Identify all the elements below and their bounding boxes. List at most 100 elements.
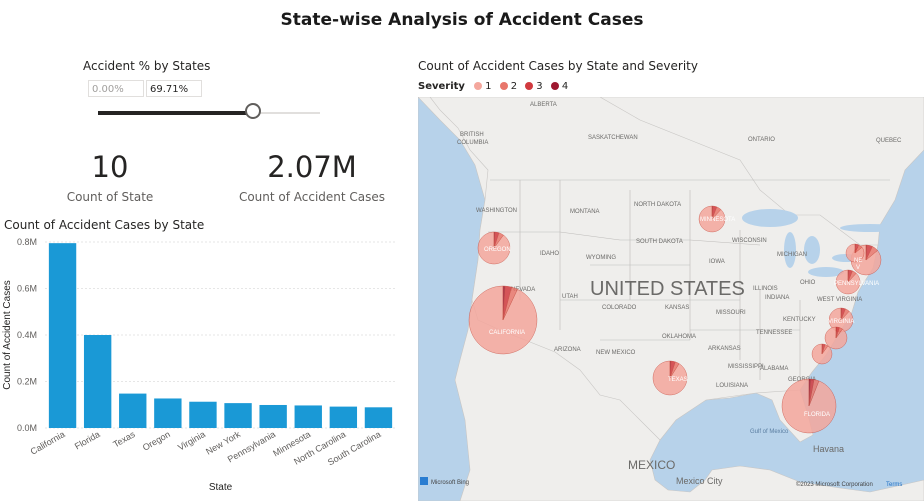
pie-virginia[interactable]	[828, 307, 854, 333]
pie-slice-sev4[interactable]	[835, 326, 837, 339]
pie-slice-sev4[interactable]	[711, 205, 714, 220]
pie-slice-sev4[interactable]	[669, 360, 672, 379]
map-terms-link[interactable]: Terms	[886, 482, 902, 488]
legend-label-2: 2	[510, 81, 518, 92]
map-label-indiana: INDIANA	[765, 295, 789, 301]
bar[interactable]	[48, 243, 77, 428]
map-label-alberta: ALBERTA	[530, 102, 557, 108]
x-tick-label: Florida	[73, 429, 102, 451]
pie-california[interactable]	[468, 285, 538, 355]
map-label-kentucky: KENTUCKY	[783, 317, 816, 323]
map-label-gulf: Gulf of Mexico	[750, 429, 789, 435]
map-label-illinois: ILLINOIS	[753, 286, 778, 292]
bubble-label-ne-1: NE	[854, 258, 862, 264]
legend-dot-2	[499, 82, 508, 90]
y-tick-label: 0.0M	[17, 423, 37, 433]
bar[interactable]	[83, 335, 112, 428]
map-label-arizona: ARIZONA	[554, 347, 581, 353]
map-label-ohio: OHIO	[800, 280, 816, 286]
x-tick-label: California	[29, 429, 67, 457]
pie-minnesota[interactable]	[698, 205, 726, 233]
pie-slice-sev4[interactable]	[865, 244, 868, 261]
map-label-tennessee: TENNESSEE	[756, 330, 792, 336]
bar-chart-title: Count of Accident Cases by State	[4, 218, 205, 232]
pie-pennsylvania[interactable]	[835, 269, 861, 295]
y-tick-label: 0.4M	[17, 330, 37, 340]
bar[interactable]	[154, 398, 182, 428]
map-label-west-virginia: WEST VIRGINIA	[817, 297, 862, 303]
legend-item-3[interactable]: 3	[525, 81, 543, 92]
bubble-label-florida: FLORIDA	[804, 412, 830, 418]
pie-slice-sev4[interactable]	[854, 243, 856, 254]
pie-slice-sev4[interactable]	[821, 343, 823, 355]
map-visual[interactable]: ALBERTA BRITISH COLUMBIA SASKATCHEWAN ON…	[418, 97, 924, 501]
report-title: State-wise Analysis of Accident Cases	[280, 10, 644, 30]
bubble-label-virginia: VIRGINIA	[828, 319, 854, 325]
map-label-alabama: ALABAMA	[760, 366, 788, 372]
pie-texas[interactable]	[652, 360, 688, 396]
legend-item-4[interactable]: 4	[550, 81, 569, 92]
pie-layer	[468, 205, 882, 434]
legend-dot-4	[550, 82, 559, 90]
slicer-min-input[interactable]: 0.00%	[88, 80, 144, 97]
x-axis-title: State	[209, 482, 233, 493]
map-canvas[interactable]: ALBERTA BRITISH COLUMBIA SASKATCHEWAN ON…	[418, 97, 924, 501]
x-tick-label: Virginia	[176, 429, 207, 453]
map-label-united-states: UNITED STATES	[590, 278, 745, 300]
pie-south-carolina[interactable]	[811, 343, 833, 365]
map-label-bc-2: COLUMBIA	[457, 140, 488, 146]
kpi-accident-count-value: 2.07M	[267, 150, 357, 184]
legend-dot-3	[525, 82, 534, 90]
legend-label-1: 1	[485, 81, 492, 92]
pie-slice-sev4[interactable]	[502, 285, 506, 321]
bar[interactable]	[119, 393, 147, 428]
legend-item-1[interactable]: 1	[474, 81, 492, 92]
slicer-title: Accident % by States	[83, 59, 211, 73]
map-label-mexico-city: Mexico City	[676, 476, 723, 486]
slicer-max-input[interactable]: 69.71%	[146, 80, 202, 97]
y-axis-title: Count of Accident Cases	[2, 280, 13, 390]
y-tick-label: 0.6M	[17, 284, 37, 294]
pie-slice-sev4[interactable]	[840, 307, 842, 321]
bar[interactable]	[329, 406, 358, 428]
map-label-idaho: IDAHO	[540, 251, 559, 257]
bubble-label-texas: TEXAS	[668, 377, 688, 383]
legend-dot-1	[474, 82, 483, 90]
y-tick-label: 0.8M	[17, 237, 37, 247]
map-label-havana: Havana	[813, 444, 844, 454]
map-label-wisconsin: WISCONSIN	[732, 238, 767, 244]
pie-north-carolina[interactable]	[824, 326, 848, 350]
map-label-bc-1: BRITISH	[460, 132, 484, 138]
legend-item-2[interactable]: 2	[499, 81, 518, 92]
bar[interactable]	[224, 403, 252, 428]
map-label-oklahoma: OKLAHOMA	[662, 334, 696, 340]
pie-slice-sev4[interactable]	[847, 269, 849, 283]
bar[interactable]	[364, 407, 393, 428]
x-tick-label: Texas	[111, 429, 137, 450]
kpi-accident-count-label: Count of Accident Cases	[238, 190, 386, 204]
kpi-state-count-label: Count of State	[66, 190, 154, 204]
bubble-label-california: CALIFORNIA	[489, 330, 525, 336]
bubble-label-ne-2: V	[856, 265, 860, 271]
x-tick-label: Oregon	[141, 429, 172, 453]
bing-label: Microsoft Bing	[431, 480, 469, 486]
map-label-saskatchewan: SASKATCHEWAN	[588, 135, 638, 141]
slider-handle[interactable]	[245, 103, 262, 119]
bar[interactable]	[189, 401, 217, 428]
bar[interactable]	[259, 404, 287, 428]
pie-oregon[interactable]	[477, 231, 511, 265]
bubble-label-pennsylvania: PENNSYLVANIA	[834, 281, 879, 287]
y-tick-label: 0.2M	[17, 377, 37, 387]
pie-new-york[interactable]	[845, 243, 865, 263]
map-label-montana: MONTANA	[570, 209, 600, 215]
map-label-arkansas: ARKANSAS	[708, 346, 741, 352]
great-lakes	[742, 209, 900, 277]
bubble-label-oregon: OREGON	[484, 247, 511, 253]
pie-slice-sev4[interactable]	[493, 231, 496, 249]
pie-florida[interactable]	[781, 378, 837, 434]
bar-chart: 0.0M 0.2M 0.4M 0.6M 0.8M California Florida Tex…	[2, 237, 396, 493]
bar[interactable]	[294, 405, 322, 428]
map-label-south-dakota: SOUTH DAKOTA	[636, 239, 683, 245]
pie-slice-sev4[interactable]	[808, 378, 811, 407]
legend-label-4: 4	[561, 81, 569, 92]
